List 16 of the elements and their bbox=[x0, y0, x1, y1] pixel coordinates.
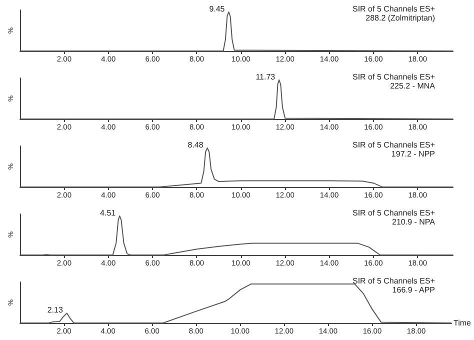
chart-subtitle: 210.9 - NPA bbox=[392, 218, 436, 226]
chart-title: SIR of 5 Channels ES+ bbox=[352, 276, 436, 286]
annotation: 9.45 bbox=[209, 4, 226, 14]
chart-subtitle: 225.2 - MNA bbox=[390, 82, 436, 90]
x-axis-title: Time bbox=[454, 318, 472, 328]
chart-title: SIR of 5 Channels ES+ bbox=[352, 208, 436, 218]
annotation: 2.13 bbox=[47, 306, 64, 315]
chart-subtitle: 197.2 - NPP bbox=[391, 150, 435, 158]
chart-title: SIR of 5 Channels ES+ bbox=[352, 72, 436, 82]
chart-subtitle: 288.2 (Zolmitriptan) bbox=[366, 14, 436, 22]
annotation: 4.51 bbox=[100, 208, 116, 218]
annotation: 8.48 bbox=[188, 140, 204, 150]
annotation: 11.73 bbox=[256, 72, 276, 82]
chart-title: SIR of 5 Channels ES+ bbox=[352, 140, 436, 150]
chart-subtitle: 166.9 - APP bbox=[392, 286, 435, 294]
chart-title: SIR of 5 Channels ES+ bbox=[352, 4, 436, 14]
